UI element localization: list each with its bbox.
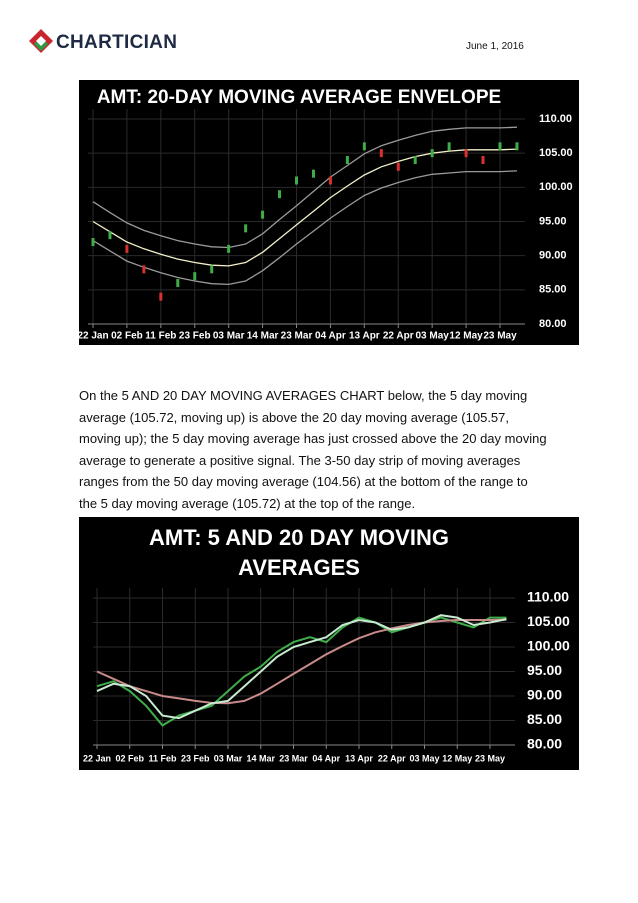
x-tick-label: 12 May (442, 753, 472, 763)
x-tick-label: 23 Mar (281, 331, 313, 342)
price-bar (125, 244, 129, 253)
chart: AMT: 5 AND 20 DAY MOVING AVERAGES 80.00 85.… (79, 517, 579, 770)
y-tick-label: 95.00 (527, 662, 562, 678)
x-tick-label: 22 Apr (378, 753, 406, 763)
y-tick-label: 85.00 (527, 711, 562, 727)
price-bar (515, 142, 519, 151)
x-tick-label: 03 Mar (213, 331, 245, 342)
price-bar (295, 176, 298, 185)
chart-title: AMT: 20-DAY MOVING AVERAGE ENVELOPE (97, 87, 501, 108)
y-tick-label: 80.00 (539, 318, 567, 330)
y-tick-label: 105.00 (527, 613, 570, 629)
series-line (92, 126, 518, 249)
y-tick-label: 90.00 (539, 250, 567, 262)
price-bar (447, 142, 451, 151)
paragraph: On the 5 AND 20 DAY MOVING AVERAGES CHAR… (79, 388, 547, 511)
price-bar (430, 149, 434, 158)
logo-text: CHARTICIAN (56, 32, 178, 53)
x-tick-label: 14 Mar (246, 753, 275, 763)
y-tick-label: 100.00 (527, 638, 570, 654)
x-tick-label: 14 Mar (247, 331, 279, 342)
x-tick-label: 11 Feb (145, 331, 176, 342)
y-tick-label: 100.00 (539, 181, 573, 193)
series-line (96, 618, 507, 705)
price-bar (345, 156, 349, 164)
chart-title: AVERAGES (238, 555, 360, 580)
date: June 1, 2016 (466, 41, 524, 52)
x-tick-label: 03 May (409, 753, 439, 763)
price-bar (244, 224, 248, 233)
x-tick-label: 04 Apr (312, 753, 340, 763)
price-bar (413, 156, 417, 164)
x-tick-label: 11 Feb (148, 753, 177, 763)
price-bar (278, 190, 282, 199)
x-tick-label: 23 Mar (279, 753, 308, 763)
x-tick-label: 02 Feb (115, 753, 144, 763)
chart-background (79, 80, 579, 345)
x-tick-label: 22 Jan (79, 331, 109, 342)
price-bar (396, 162, 400, 171)
x-tick-label: 12 May (449, 331, 483, 342)
price-bar (481, 156, 485, 164)
price-bar (193, 272, 197, 281)
x-tick-label: 13 Apr (345, 753, 373, 763)
chart: AMT: 20-DAY MOVING AVERAGE ENVELOPE 80.00… (79, 80, 579, 345)
price-bar (159, 292, 163, 301)
x-tick-label: 03 May (415, 331, 449, 342)
price-bar (210, 265, 214, 274)
price-bar (311, 169, 315, 178)
x-tick-label: 22 Apr (383, 331, 414, 342)
price-bar (379, 149, 383, 158)
series-line (96, 614, 507, 720)
x-tick-label: 03 Mar (214, 753, 243, 763)
series-line (92, 170, 518, 286)
x-tick-label: 23 May (475, 753, 505, 763)
price-bar (142, 265, 146, 274)
x-tick-label: 02 Feb (111, 331, 143, 342)
y-tick-label: 85.00 (539, 284, 567, 296)
y-tick-label: 110.00 (539, 113, 572, 125)
x-tick-label: 04 Apr (315, 331, 346, 342)
price-bar (176, 279, 180, 287)
price-bar (261, 210, 265, 219)
price-bar (108, 231, 112, 240)
y-tick-label: 110.00 (527, 589, 569, 605)
y-tick-label: 105.00 (539, 147, 573, 159)
logo-icon (29, 29, 53, 53)
x-tick-label: 23 May (483, 331, 517, 342)
price-bar (328, 176, 332, 185)
series-line (92, 148, 518, 267)
chart-title: AMT: 5 AND 20 DAY MOVING (149, 525, 449, 550)
y-tick-label: 95.00 (539, 215, 567, 227)
price-bar (227, 244, 231, 253)
series-line (96, 616, 507, 727)
price-bar (498, 142, 502, 151)
y-tick-label: 90.00 (527, 687, 562, 703)
price-bar (362, 142, 366, 151)
x-tick-label: 23 Feb (179, 331, 211, 342)
x-tick-label: 13 Apr (349, 331, 380, 342)
x-tick-label: 22 Jan (83, 753, 111, 763)
price-bar (91, 238, 95, 246)
price-bar (464, 149, 468, 158)
y-tick-label: 80.00 (527, 736, 562, 752)
x-tick-label: 23 Feb (181, 753, 210, 763)
